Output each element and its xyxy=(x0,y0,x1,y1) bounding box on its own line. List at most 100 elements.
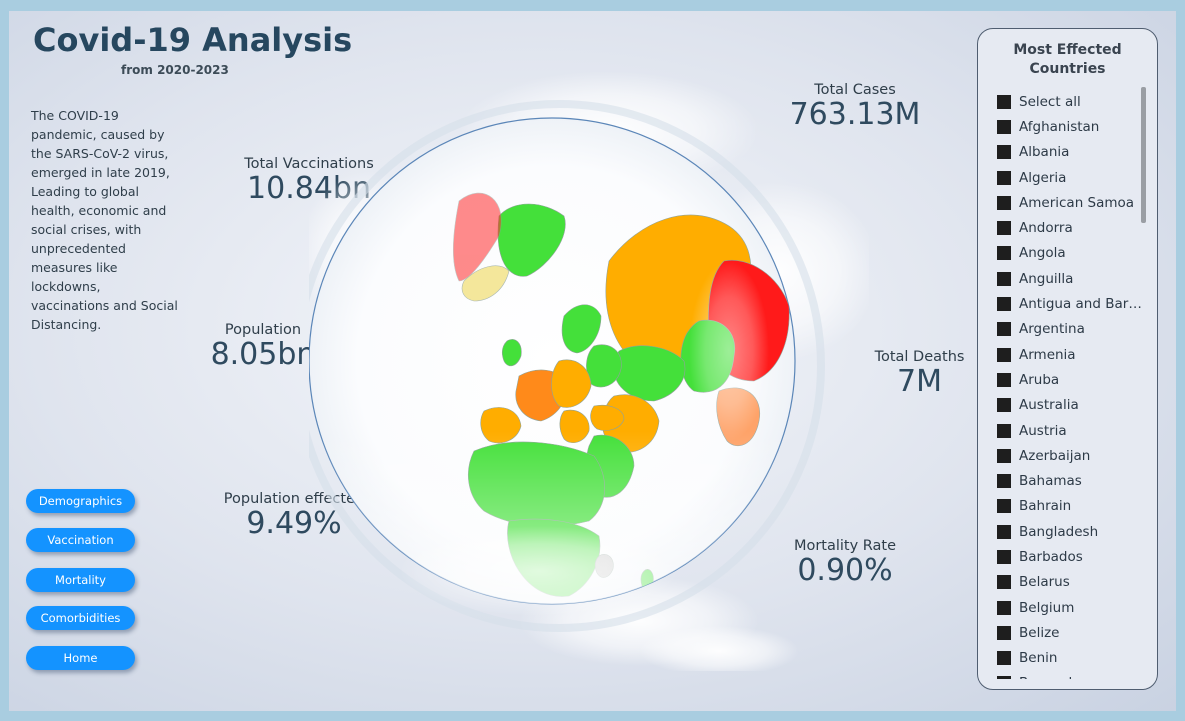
description-text: The COVID-19 pandemic, caused by the SAR… xyxy=(31,108,178,332)
country-item[interactable]: Australia xyxy=(997,393,1147,418)
region-north-america xyxy=(452,192,502,282)
country-item[interactable]: Benin xyxy=(997,646,1147,671)
country-item[interactable]: Azerbaijan xyxy=(997,443,1147,468)
globe-map[interactable] xyxy=(309,51,869,671)
country-item[interactable]: Albania xyxy=(997,140,1147,165)
slicer-scrollbar[interactable] xyxy=(1141,87,1146,223)
checkbox-icon[interactable] xyxy=(997,271,1011,286)
comorbidities-button[interactable]: Comorbidities xyxy=(26,606,135,630)
country-label: Austria xyxy=(1019,422,1067,439)
slicer-title: Most Effected Countries xyxy=(1013,42,1122,77)
globe-halo xyxy=(309,100,825,632)
country-item[interactable]: American Samoa xyxy=(997,190,1147,215)
checkbox-icon[interactable] xyxy=(997,423,1011,438)
country-item[interactable]: Austria xyxy=(997,418,1147,443)
region-scandinavia xyxy=(561,304,602,354)
select-all-item[interactable]: Select all xyxy=(997,89,1147,114)
country-item[interactable]: Antigua and Barb… xyxy=(997,291,1147,316)
kpi-value: 8.05bn xyxy=(210,337,316,372)
country-item[interactable]: Andorra xyxy=(997,215,1147,240)
cloud-shape xyxy=(689,261,769,441)
country-item[interactable]: Angola xyxy=(997,241,1147,266)
country-label: Aruba xyxy=(1019,371,1060,388)
country-label: Select all xyxy=(1019,93,1081,110)
page-title: Covid-19 Analysis xyxy=(33,21,353,59)
country-item[interactable]: Belgium xyxy=(997,595,1147,620)
country-item[interactable]: Barbados xyxy=(997,544,1147,569)
region-greenland xyxy=(497,203,566,277)
country-item[interactable]: Aruba xyxy=(997,367,1147,392)
checkbox-icon[interactable] xyxy=(997,145,1011,160)
country-label: Algeria xyxy=(1019,169,1067,186)
country-item[interactable]: Armenia xyxy=(997,342,1147,367)
country-list[interactable]: Select all Afghanistan Albania Algeria Ameri… xyxy=(997,89,1147,679)
cloud-shape xyxy=(639,626,799,671)
country-item[interactable]: Afghanistan xyxy=(997,114,1147,139)
country-label: Belize xyxy=(1019,624,1060,641)
checkbox-icon[interactable] xyxy=(997,549,1011,564)
country-item[interactable]: Bermuda xyxy=(997,671,1147,679)
checkbox-icon[interactable] xyxy=(997,322,1011,337)
country-label: Albania xyxy=(1019,144,1070,161)
kpi-value: 9.49% xyxy=(246,506,342,541)
region-turkey xyxy=(590,404,625,431)
country-label: Bermuda xyxy=(1019,675,1147,679)
checkbox-icon[interactable] xyxy=(997,524,1011,539)
mortality-button[interactable]: Mortality xyxy=(26,568,135,592)
demographics-button[interactable]: Demographics xyxy=(26,489,135,513)
checkbox-icon[interactable] xyxy=(997,297,1011,312)
checkbox-icon[interactable] xyxy=(997,347,1011,362)
report-canvas: Covid-19 Analysis from 2020-2023 The COV… xyxy=(9,11,1176,711)
checkbox-icon[interactable] xyxy=(997,625,1011,640)
checkbox-icon[interactable] xyxy=(997,499,1011,514)
country-label: Argentina xyxy=(1019,321,1085,338)
page-subtitle: from 2020-2023 xyxy=(121,63,229,77)
country-item[interactable]: Bahrain xyxy=(997,494,1147,519)
checkbox-icon[interactable] xyxy=(997,221,1011,236)
country-label: Bahamas xyxy=(1019,473,1082,490)
checkbox-icon[interactable] xyxy=(997,575,1011,590)
country-label: Afghanistan xyxy=(1019,118,1100,135)
country-item[interactable]: Argentina xyxy=(997,317,1147,342)
checkbox-icon[interactable] xyxy=(997,398,1011,413)
vaccination-button[interactable]: Vaccination xyxy=(26,528,135,552)
checkbox-icon[interactable] xyxy=(997,195,1011,210)
checkbox-icon[interactable] xyxy=(997,170,1011,185)
checkbox-icon[interactable] xyxy=(997,246,1011,261)
checkbox-icon[interactable] xyxy=(997,448,1011,463)
kpi-value: 7M xyxy=(897,364,942,399)
country-label: Andorra xyxy=(1019,220,1073,237)
country-label: Belgium xyxy=(1019,599,1075,616)
kpi-population: Population 8.05bn xyxy=(203,322,323,372)
kpi-label: Mortality Rate xyxy=(793,538,897,554)
checkbox-icon[interactable] xyxy=(997,94,1011,109)
country-item[interactable]: Anguilla xyxy=(997,266,1147,291)
checkbox-icon[interactable] xyxy=(997,676,1011,679)
country-item[interactable]: Algeria xyxy=(997,165,1147,190)
checkbox-icon[interactable] xyxy=(997,600,1011,615)
home-button[interactable]: Home xyxy=(26,646,135,670)
checkbox-icon[interactable] xyxy=(997,372,1011,387)
checkbox-icon[interactable] xyxy=(997,119,1011,134)
country-label: American Samoa xyxy=(1019,194,1135,211)
kpi-label: Total Deaths xyxy=(874,349,965,365)
country-item[interactable]: Bangladesh xyxy=(997,519,1147,544)
checkbox-icon[interactable] xyxy=(997,474,1011,489)
country-label: Bangladesh xyxy=(1019,523,1099,540)
region-uk xyxy=(502,339,522,367)
country-label: Australia xyxy=(1019,397,1079,414)
checkbox-icon[interactable] xyxy=(997,651,1011,666)
country-slicer: Most Effected Countries Select all Afghan… xyxy=(977,28,1158,690)
kpi-label: Population xyxy=(224,322,302,338)
country-label: Angola xyxy=(1019,245,1066,262)
kpi-label: Total Vaccinations xyxy=(244,156,374,172)
country-label: Azerbaijan xyxy=(1019,447,1091,464)
kpi-value: 0.90% xyxy=(797,553,893,588)
region-canada xyxy=(461,265,510,302)
country-label: Bahrain xyxy=(1019,498,1072,515)
country-item[interactable]: Bahamas xyxy=(997,468,1147,493)
country-item[interactable]: Belarus xyxy=(997,570,1147,595)
region-central-europe xyxy=(551,359,592,408)
country-item[interactable]: Belize xyxy=(997,620,1147,645)
country-label: Benin xyxy=(1019,650,1058,667)
